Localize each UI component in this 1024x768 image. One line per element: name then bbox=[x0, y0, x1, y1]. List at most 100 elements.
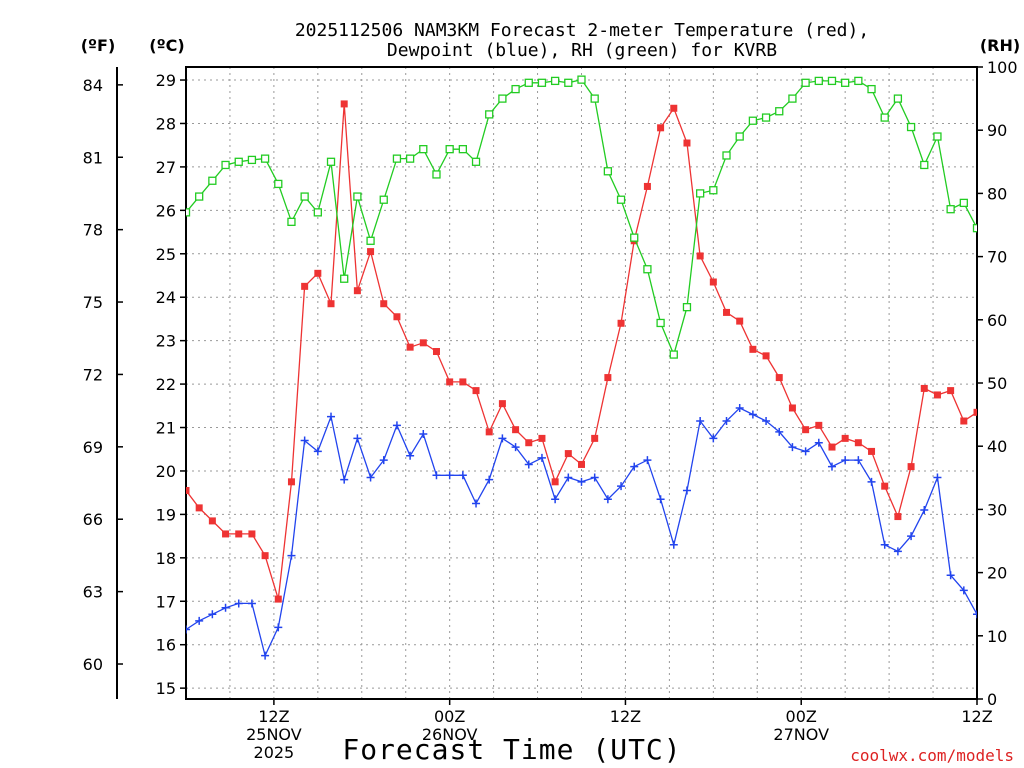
rh-point bbox=[775, 107, 784, 116]
rh-point bbox=[498, 94, 507, 103]
dewpoint-point bbox=[353, 434, 362, 443]
series-group bbox=[186, 75, 977, 660]
temperature-point bbox=[485, 428, 493, 436]
chart-title-line1: 2025112506 NAM3KM Forecast 2-meter Tempe… bbox=[295, 20, 869, 41]
dewpoint-point bbox=[208, 610, 217, 619]
temperature-point bbox=[498, 400, 506, 408]
rh-point bbox=[788, 94, 797, 103]
temperature-point bbox=[419, 339, 427, 347]
temperature-point bbox=[643, 182, 651, 190]
celsius-tick-label: 26 bbox=[156, 201, 176, 220]
temperature-point bbox=[472, 387, 480, 395]
fahrenheit-tick-label: 78 bbox=[83, 221, 103, 240]
temperature-point bbox=[828, 443, 836, 451]
rh-tick-label: 100 bbox=[987, 58, 1018, 77]
dewpoint-point bbox=[788, 443, 797, 452]
temperature-point bbox=[551, 478, 559, 486]
dewpoint-point bbox=[801, 447, 810, 456]
rh-point bbox=[709, 186, 718, 195]
rh-point bbox=[933, 132, 942, 141]
dewpoint-point bbox=[524, 460, 533, 469]
dewpoint-point bbox=[564, 473, 573, 482]
temperature-point bbox=[907, 463, 915, 471]
celsius-tick-label: 23 bbox=[156, 332, 176, 351]
temperature-point bbox=[670, 104, 678, 112]
rh-point bbox=[841, 78, 850, 87]
temperature-point bbox=[314, 269, 322, 277]
fahrenheit-tick-label: 84 bbox=[83, 76, 103, 95]
dewpoint-point bbox=[287, 551, 296, 560]
rh-unit-label: (RH) bbox=[980, 36, 1020, 55]
rh-point bbox=[340, 274, 349, 283]
temperature-point bbox=[802, 426, 810, 434]
celsius-tick-label: 18 bbox=[156, 549, 176, 568]
rh-point bbox=[524, 78, 533, 87]
dewpoint-point bbox=[722, 417, 731, 426]
fahrenheit-tick-label: 60 bbox=[83, 655, 103, 674]
temperature-point bbox=[775, 374, 783, 382]
fahrenheit-tick-label: 72 bbox=[83, 365, 103, 384]
rh-point bbox=[630, 233, 639, 242]
rh-point bbox=[590, 94, 599, 103]
rh-point bbox=[577, 75, 586, 84]
rh-point bbox=[564, 78, 573, 87]
celsius-tick-label: 15 bbox=[156, 679, 176, 698]
rh-tick-label: 20 bbox=[987, 564, 1007, 583]
dewpoint-point bbox=[274, 623, 283, 632]
dewpoint-point bbox=[485, 475, 494, 484]
dewpoint-point bbox=[458, 471, 467, 480]
fahrenheit-tick-label: 75 bbox=[83, 293, 103, 312]
dewpoint-point bbox=[551, 495, 560, 504]
rh-point bbox=[379, 195, 388, 204]
rh-point bbox=[405, 154, 415, 163]
dewpoint-point bbox=[880, 540, 889, 549]
dewpoint-point bbox=[432, 471, 441, 480]
rh-point bbox=[392, 154, 402, 163]
dewpoint-point bbox=[511, 443, 520, 452]
dewpoint-point bbox=[973, 610, 977, 619]
dewpoint-point bbox=[603, 495, 612, 504]
dewpoint-point bbox=[472, 499, 481, 508]
rh-point bbox=[920, 160, 929, 170]
dewpoint-point bbox=[186, 625, 190, 634]
rh-point bbox=[827, 76, 837, 86]
celsius-tick-label: 24 bbox=[156, 288, 176, 307]
dewpoint-point bbox=[656, 495, 665, 504]
temperature-point bbox=[578, 460, 585, 468]
dewpoint-point bbox=[577, 477, 586, 486]
rh-point bbox=[234, 157, 243, 166]
rh-tick-label: 60 bbox=[987, 311, 1007, 330]
celsius-tick-label: 19 bbox=[156, 505, 176, 524]
rh-tick-label: 30 bbox=[987, 500, 1007, 519]
dewpoint-point bbox=[775, 427, 784, 436]
temperature-point bbox=[854, 439, 862, 447]
dewpoint-point bbox=[933, 473, 942, 482]
temperature-point bbox=[353, 287, 361, 295]
temperature-point bbox=[894, 513, 902, 521]
fahrenheit-tick-label: 81 bbox=[83, 148, 103, 167]
dewpoint-point bbox=[406, 451, 415, 460]
celsius-tick-label: 25 bbox=[156, 245, 176, 264]
rh-point bbox=[880, 113, 889, 122]
temperature-point bbox=[762, 352, 770, 360]
rh-point bbox=[186, 208, 191, 217]
plot-frame bbox=[185, 66, 978, 700]
rh-point bbox=[313, 208, 322, 217]
celsius-tick-label: 16 bbox=[156, 636, 176, 655]
dewpoint-point bbox=[735, 403, 744, 412]
temperature-point bbox=[749, 345, 757, 353]
rh-point bbox=[550, 76, 560, 86]
dewpoint-point bbox=[247, 599, 256, 608]
temperature-point bbox=[261, 552, 269, 560]
temperature-point bbox=[973, 408, 977, 416]
temperature-point bbox=[195, 504, 203, 512]
temperature-point bbox=[617, 319, 625, 327]
celsius-unit-label: (ºC) bbox=[149, 36, 184, 55]
temperature-point bbox=[432, 348, 440, 356]
temperature-point bbox=[841, 434, 849, 442]
dewpoint-point bbox=[946, 571, 955, 580]
rh-tick-label: 0 bbox=[987, 690, 997, 709]
rh-tick-label: 10 bbox=[987, 627, 1007, 646]
temperature-point bbox=[947, 387, 955, 395]
